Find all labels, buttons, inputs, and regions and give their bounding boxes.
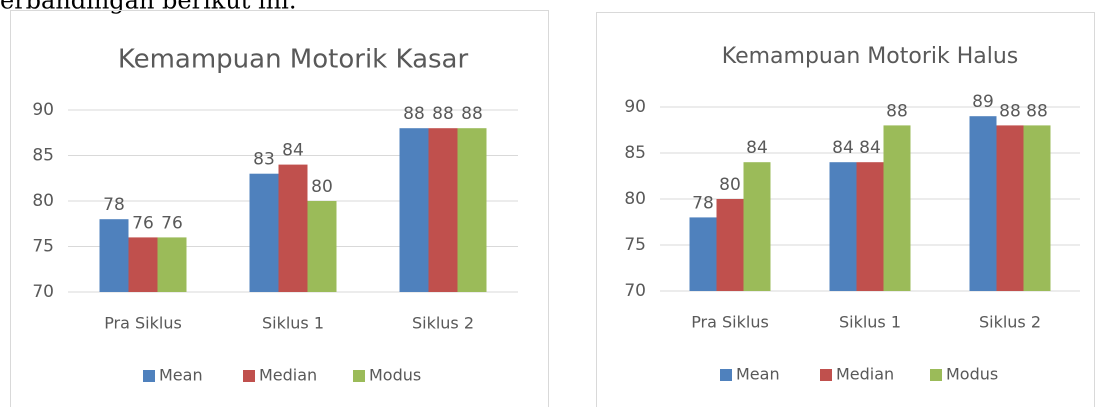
bar (743, 162, 771, 291)
y-tick-label: 75 (32, 237, 54, 257)
bar (716, 199, 744, 291)
legend-swatch (353, 370, 365, 382)
chart-frame (10, 10, 549, 407)
data-label: 84 (832, 138, 854, 158)
data-label: 89 (972, 92, 994, 112)
legend-swatch (143, 370, 155, 382)
y-tick-label: 75 (624, 235, 646, 255)
legend-label: Median (259, 366, 317, 385)
bar (249, 173, 279, 292)
legend-swatch (720, 369, 732, 381)
bar (157, 237, 187, 292)
y-tick-label: 70 (32, 282, 54, 302)
legend-label: Mean (159, 366, 203, 385)
bar (278, 164, 308, 292)
x-tick-label: Siklus 2 (412, 314, 474, 333)
x-tick-label: Siklus 1 (262, 314, 324, 333)
x-tick-label: Siklus 1 (839, 313, 901, 332)
chart-title: Kemampuan Motorik Kasar (118, 45, 469, 75)
data-label: 83 (253, 150, 275, 170)
x-tick-label: Siklus 2 (979, 313, 1041, 332)
bar (428, 128, 458, 292)
legend-swatch (930, 369, 942, 381)
y-tick-label: 80 (32, 191, 54, 211)
data-label: 88 (1026, 101, 1048, 121)
data-label: 88 (886, 101, 908, 121)
legend-label: Mean (736, 365, 780, 384)
data-label: 88 (403, 104, 425, 124)
x-tick-label: Pra Siklus (691, 313, 769, 332)
legend-label: Median (836, 365, 894, 384)
bar (99, 219, 129, 292)
y-tick-label: 80 (624, 189, 646, 209)
y-tick-label: 85 (32, 146, 54, 166)
data-label: 88 (999, 101, 1021, 121)
data-label: 80 (719, 175, 741, 195)
data-label: 88 (432, 104, 454, 124)
data-label: 78 (692, 193, 714, 213)
bar (1023, 125, 1051, 292)
legend-swatch (243, 370, 255, 382)
data-label: 76 (132, 213, 154, 233)
legend-label: Modus (369, 366, 421, 385)
bar (883, 125, 911, 292)
bar (307, 201, 337, 292)
bar (969, 116, 997, 291)
y-tick-label: 90 (32, 100, 54, 120)
data-label: 84 (282, 141, 304, 161)
legend-swatch (820, 369, 832, 381)
data-label: 76 (161, 213, 183, 233)
data-label: 78 (103, 195, 125, 215)
bar (399, 128, 429, 292)
data-label: 80 (311, 177, 333, 197)
chart-title: Kemampuan Motorik Halus (722, 44, 1019, 69)
caption: erbandingan berikut ini. (0, 0, 296, 15)
x-tick-label: Pra Siklus (104, 314, 182, 333)
bar (996, 125, 1024, 292)
chart-frame (596, 12, 1095, 407)
data-label: 88 (461, 104, 483, 124)
bar (829, 162, 857, 291)
y-tick-label: 70 (624, 281, 646, 301)
bar (128, 237, 158, 292)
bar (457, 128, 487, 292)
bar (689, 217, 717, 291)
bar (856, 162, 884, 291)
data-label: 84 (859, 138, 881, 158)
legend-label: Modus (946, 365, 998, 384)
y-tick-label: 90 (624, 97, 646, 117)
data-label: 84 (746, 138, 768, 158)
y-tick-label: 85 (624, 143, 646, 163)
